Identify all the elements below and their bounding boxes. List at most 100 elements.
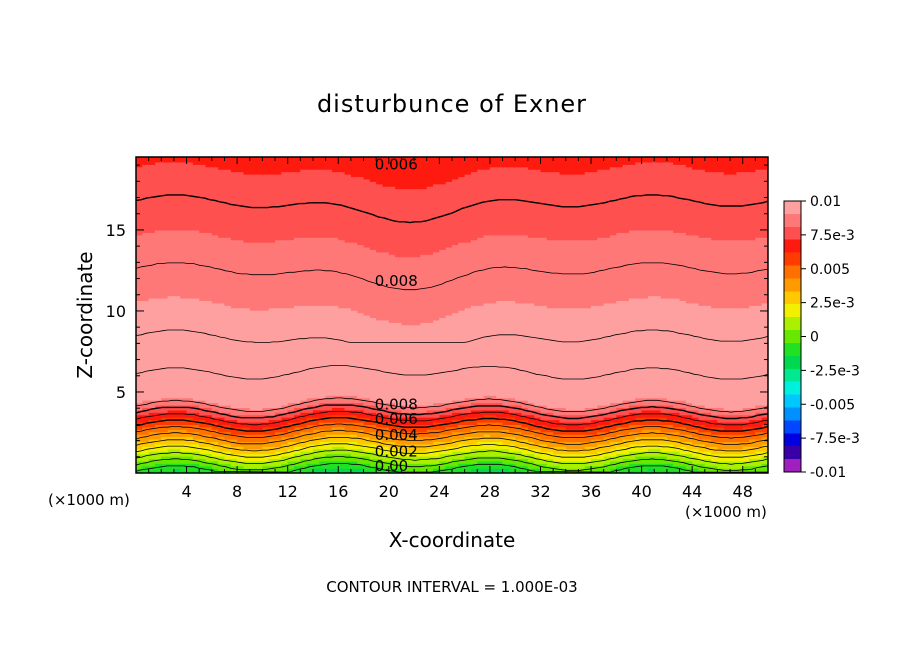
contour-band [553, 434, 561, 442]
contour-band [180, 297, 188, 399]
contour-band [742, 307, 750, 408]
contour-lines [136, 194, 768, 473]
contour-band [704, 465, 712, 473]
contour-band [142, 421, 150, 428]
contour-band [243, 414, 251, 423]
contour-band [256, 174, 263, 243]
contour-band [628, 451, 636, 460]
contour-band [230, 465, 238, 473]
contour-band [312, 436, 320, 445]
contour-band [287, 468, 295, 473]
contour-band [704, 305, 712, 408]
contour-band [666, 443, 674, 452]
contour-band [654, 295, 662, 399]
contour-band [186, 470, 194, 473]
contour-band [237, 453, 245, 462]
contour-band [338, 468, 346, 473]
contour-band [458, 412, 466, 421]
contour-band [742, 421, 750, 428]
contour-line [136, 410, 768, 426]
contour-band [502, 463, 510, 469]
contour-band [237, 407, 245, 416]
contour-band [578, 460, 586, 469]
x-tick-label: 12 [278, 482, 298, 501]
contour-band [534, 468, 542, 473]
contour-band [300, 157, 308, 170]
contour-band [256, 242, 263, 311]
contour-band [470, 409, 478, 418]
contour-band [546, 407, 554, 413]
contour-band [540, 431, 548, 440]
contour-band [331, 157, 339, 173]
contour-band [502, 234, 510, 302]
contour-band [281, 431, 289, 438]
contour-line [136, 423, 768, 439]
contour-band [300, 237, 308, 306]
contour-band [458, 310, 466, 401]
contour-band [249, 421, 257, 430]
contour-band [401, 188, 409, 258]
contour-band [628, 419, 636, 425]
contour-band [502, 397, 510, 406]
contour-band [357, 443, 365, 450]
contour-band [331, 421, 339, 428]
contour-band [161, 404, 169, 413]
contour-band [173, 468, 181, 473]
contour-band [180, 470, 188, 473]
contour-band [470, 171, 478, 241]
contour-band [344, 421, 352, 430]
contour-band [464, 470, 472, 473]
contour-band [477, 468, 485, 473]
contour-line [136, 262, 768, 291]
contour-band [350, 402, 358, 411]
contour-band [464, 412, 472, 418]
contour-band [414, 324, 421, 406]
contour-band [755, 470, 763, 473]
contour-band [660, 431, 668, 438]
contour-band [243, 434, 251, 442]
x-tick-label: 24 [429, 482, 449, 501]
contour-band [723, 460, 731, 469]
contour-band [445, 414, 453, 423]
contour-band [275, 431, 282, 440]
contour-band [268, 446, 276, 455]
contour-band [452, 312, 459, 401]
contour-band [610, 234, 617, 304]
contour-band [218, 302, 226, 406]
contour-band [508, 463, 516, 472]
contour-band [660, 463, 668, 472]
contour-band [312, 237, 320, 306]
contour-band [647, 455, 655, 464]
contour-band [376, 319, 384, 401]
contour-band [414, 424, 421, 433]
contour-band [426, 455, 434, 464]
contour-band [256, 157, 263, 175]
contour-band [211, 448, 219, 457]
contour-band [243, 307, 251, 408]
contour-band [420, 470, 428, 473]
contour-band [414, 451, 421, 457]
contour-band [591, 446, 598, 455]
contour-band [572, 441, 579, 450]
contour-band [534, 455, 542, 464]
contour-band [508, 470, 516, 473]
contour-band [698, 412, 706, 421]
contour-band [154, 419, 162, 425]
contour-band [660, 424, 668, 433]
contour-band [711, 460, 719, 467]
contour-band [249, 409, 257, 416]
contour-band [515, 166, 523, 236]
contour-band [521, 234, 529, 304]
contour-band [136, 166, 143, 236]
contour-band [534, 404, 542, 411]
contour-band [635, 424, 643, 433]
contour-band [534, 305, 542, 406]
contour-band [698, 451, 706, 460]
contour-band [180, 436, 188, 445]
contour-band [344, 402, 352, 411]
contour-band [673, 232, 681, 299]
contour-band [199, 446, 207, 455]
contour-band [262, 453, 270, 462]
contour-band [673, 465, 681, 472]
contour-band [249, 460, 257, 469]
